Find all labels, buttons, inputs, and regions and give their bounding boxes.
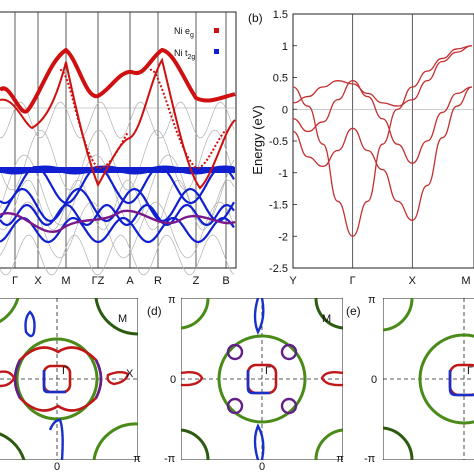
panel-a-k-label: A xyxy=(126,275,134,287)
d-label-Gamma: Γ xyxy=(265,365,271,377)
panel-d-label: (d) xyxy=(147,304,162,318)
e-ytick-0: 0 xyxy=(371,374,377,386)
panel-a-k-label: Γ xyxy=(12,275,18,287)
legend-eg-marker xyxy=(214,28,219,33)
panel-e-fermi-surface: Γ xyxy=(383,298,474,460)
panel-a-grey-band-5 xyxy=(0,101,235,139)
panel-a-grey-band-0 xyxy=(0,129,235,191)
d-pocket-tl xyxy=(226,343,244,361)
panel-a-k-label: Z xyxy=(193,275,200,287)
panel-a-k-label: ΓZ xyxy=(92,275,105,287)
d-pocket-tr xyxy=(280,343,298,361)
panel-c-fermi-surface: M Γ X xyxy=(0,298,138,460)
panel-b-k-label: X xyxy=(409,275,417,287)
d-pocket-br xyxy=(280,397,298,415)
panel-a-eg-band-0 xyxy=(0,47,236,114)
panel-a-k-label: M xyxy=(61,275,70,287)
c-green-pocket-tr xyxy=(94,298,138,336)
e-ytick-pi: π xyxy=(368,294,376,306)
panel-a-grey-band-4 xyxy=(0,154,235,226)
panel-d-fermi-surface: M Γ xyxy=(181,298,343,460)
c-green-pocket-bl xyxy=(0,432,26,460)
panel-a-k-label: B xyxy=(222,275,229,287)
panel-e-label: (e) xyxy=(346,304,361,318)
panel-a-frame xyxy=(0,11,237,269)
panel-b-band-3 xyxy=(292,80,473,164)
panel-a-k-labels: Γ X M ΓZ A R Z B xyxy=(12,275,230,287)
panel-b-label: (b) xyxy=(248,11,263,25)
panel-b-band-structure: (b) Energy (eV) 1.5 1 0.5 0 -0.5 -1 -1.5 -2 -2.5… xyxy=(248,9,474,287)
panel-a-legend: Ni eg Ni t2g xyxy=(174,26,219,61)
d-xtick-pi: π xyxy=(336,453,344,465)
panel-b-k-label: M xyxy=(461,275,470,287)
panel-b-ytick-label: -2.5 xyxy=(269,263,288,275)
c-green-circle xyxy=(15,337,99,421)
c-green-pocket-br xyxy=(92,422,138,460)
legend-eg-label: Ni eg xyxy=(174,26,194,39)
panel-b-ytick-label: -1.5 xyxy=(269,200,288,212)
legend-t2g-label: Ni t2g xyxy=(174,48,195,61)
c-red-lobe-right xyxy=(106,371,130,386)
c-label-M: M xyxy=(118,313,127,325)
c-label-X: X xyxy=(126,368,134,380)
panel-b-ytick-label: 1.5 xyxy=(273,9,288,21)
c-label-Gamma: Γ xyxy=(62,365,68,377)
panel-a-t2g-band-4 xyxy=(0,217,235,244)
panel-a-eg-band-1 xyxy=(0,57,236,190)
panel-b-band-1 xyxy=(292,45,473,237)
d-xtick-0: 0 xyxy=(259,461,265,473)
panel-b-band-4 xyxy=(292,86,473,222)
c-xtick-0: 0 xyxy=(54,461,60,473)
panel-a-k-label: R xyxy=(154,275,162,287)
panel-b-grid xyxy=(293,14,474,268)
c-xtick-pi: π xyxy=(133,453,141,465)
panel-b-ytick-label: -0.5 xyxy=(269,136,288,148)
d-ytick-pi: π xyxy=(168,294,176,306)
panel-b-ytick-label: 0 xyxy=(282,104,288,116)
panel-a-mixed-band xyxy=(0,209,236,233)
panel-a-grey-bands xyxy=(0,101,235,276)
c-green-pocket-tl xyxy=(0,298,20,324)
panel-b-ytick-label: 1 xyxy=(282,41,288,53)
e-green-circle xyxy=(418,333,474,425)
panel-b-band-2 xyxy=(292,45,473,107)
d-ytick-0: 0 xyxy=(170,374,176,386)
panel-b-y-ticks: 1.5 1 0.5 0 -0.5 -1 -1.5 -2 -2.5 xyxy=(269,9,297,275)
panel-b-ytick-label: 0.5 xyxy=(273,73,288,85)
panel-b-ytick-label: -1 xyxy=(278,168,288,180)
c-blue-lobe-bottom xyxy=(48,418,64,460)
panel-a-t2g-bands xyxy=(0,165,235,244)
d-pocket-bl xyxy=(226,397,244,415)
panel-a-k-separators xyxy=(14,12,227,268)
e-label-Gamma: Γ xyxy=(467,365,473,377)
panel-a-t2g-band-3 xyxy=(0,203,235,227)
d-label-M: M xyxy=(322,313,331,325)
c-blue-lobe-top xyxy=(24,310,36,338)
e-ytick-neg-pi: -π xyxy=(364,453,376,465)
legend-t2g-marker xyxy=(214,49,219,54)
d-ytick-neg-pi: -π xyxy=(164,453,176,465)
panel-b-ytick-label: -2 xyxy=(278,231,288,243)
panel-a-t2g-band-2 xyxy=(0,187,235,223)
panel-b-ylabel: Energy (eV) xyxy=(250,105,265,174)
panel-a-eg-bands xyxy=(0,47,236,233)
panel-a-grey-band-3 xyxy=(0,234,235,276)
panel-b-bands xyxy=(292,45,473,237)
panel-b-k-label: Y xyxy=(289,275,297,287)
panel-a-grey-band-1 xyxy=(0,179,235,231)
panel-b-k-label: Γ xyxy=(350,275,356,287)
d-green-circle xyxy=(217,334,307,424)
panel-a-k-label: X xyxy=(34,275,42,287)
panel-a-band-projection: Γ X M ΓZ A R Z B Ni eg Ni t2g xyxy=(0,11,237,287)
